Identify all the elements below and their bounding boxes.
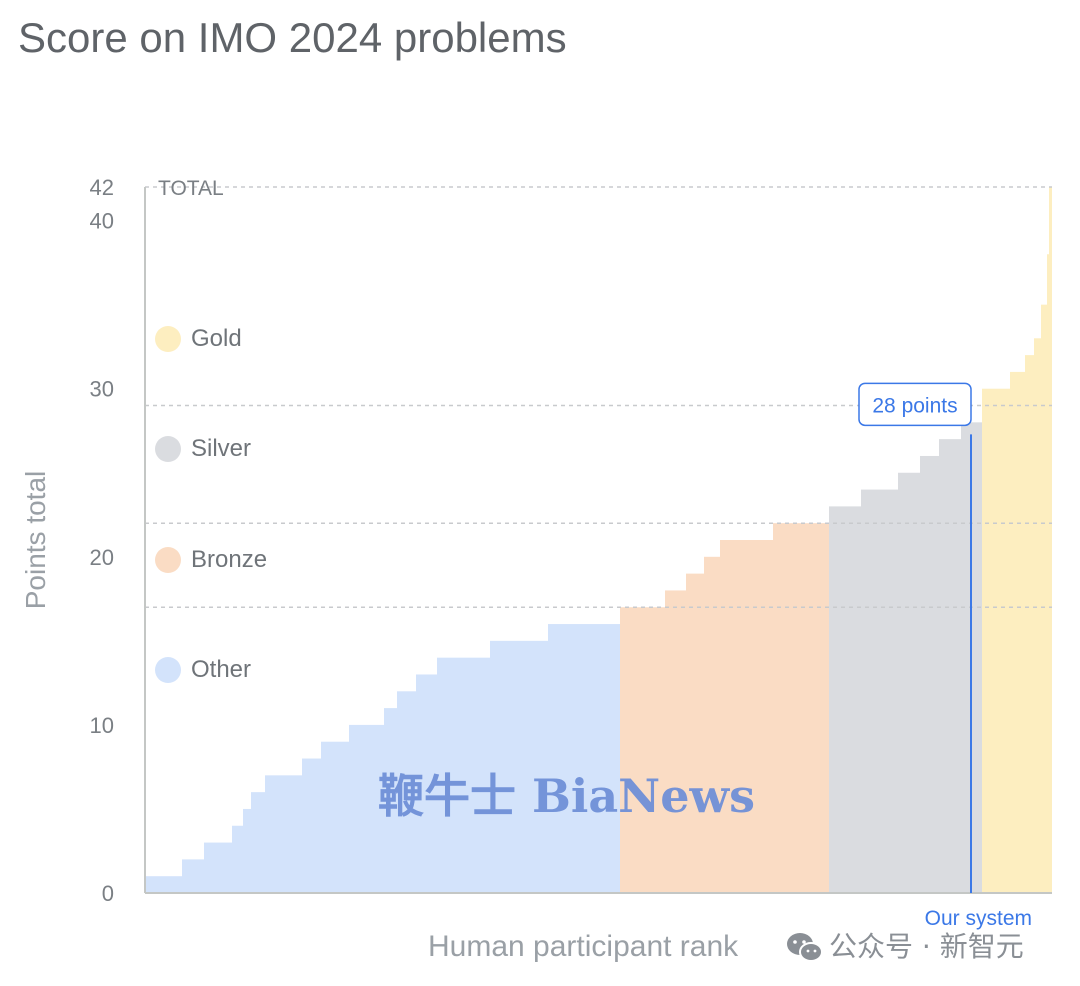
legend-silver-label: Silver <box>191 435 252 462</box>
bar-other-3 <box>232 825 243 893</box>
wechat-icon <box>787 933 823 962</box>
bar-other-1 <box>182 859 204 893</box>
legend-bronze-dot <box>155 547 181 573</box>
annotation-box <box>858 382 972 427</box>
chart-title: Score on IMO 2024 problems <box>18 14 567 61</box>
bar-bronze-21 <box>773 523 829 893</box>
bar-bronze-18 <box>686 573 704 893</box>
bar-gold-31 <box>1034 338 1041 893</box>
legend-bronze-label: Bronze <box>191 546 268 573</box>
bar-silver-22 <box>829 506 861 893</box>
bar-gold-29 <box>1010 371 1025 893</box>
wechat-watermark: 公众号 · 新智元 <box>785 925 1024 965</box>
bar-other-2 <box>204 842 232 893</box>
bar-silver-25 <box>920 455 939 893</box>
y-axis-label: Points total <box>20 470 51 610</box>
legend-item-silver: Silver <box>155 435 251 463</box>
bar-silver-23 <box>861 489 898 893</box>
legend-other-dot <box>155 657 181 683</box>
bar-gold-28 <box>982 388 1010 893</box>
legend-silver-dot <box>155 436 181 462</box>
bar-other-13 <box>437 657 490 893</box>
bar-bronze-17 <box>665 590 686 893</box>
y-tick-label-20: 20 <box>90 545 114 570</box>
legend-gold-dot <box>155 326 181 352</box>
bar-other-15 <box>548 624 620 893</box>
y-tick-label-0: 0 <box>102 881 114 906</box>
bar-gold-32 <box>1041 304 1047 894</box>
bar-other-11 <box>397 691 416 893</box>
total-label: TOTAL <box>158 177 224 200</box>
legend-item-other: Other <box>155 656 251 684</box>
bar-other-0 <box>145 876 182 893</box>
our-system-label: Our system <box>925 907 1032 930</box>
y-tick-label-10: 10 <box>90 713 114 738</box>
legend-item-gold: Gold <box>155 325 242 353</box>
y-tick-label-40: 40 <box>90 209 114 234</box>
legend-item-bronze: Bronze <box>155 546 267 574</box>
bar-bronze-16 <box>620 607 665 893</box>
bar-gold-33 <box>1047 254 1049 893</box>
bar-bronze-19 <box>704 556 720 893</box>
bar-other-10 <box>384 708 397 893</box>
bianews-watermark: 鞭牛士 BiaNews <box>378 769 755 823</box>
y-tick-label-30: 30 <box>90 377 114 402</box>
bar-other-8 <box>321 741 349 893</box>
bar-other-9 <box>349 724 384 893</box>
bar-gold-34 <box>1049 187 1052 893</box>
x-axis-label: Human participant rank <box>428 930 739 963</box>
bar-other-4 <box>243 808 251 893</box>
y-tick-label-42: 42 <box>90 175 114 200</box>
annotation-label: 28 points <box>872 394 957 417</box>
bar-other-6 <box>265 775 302 893</box>
legend-other-label: Other <box>191 656 252 683</box>
bar-silver-24 <box>898 472 920 893</box>
bar-other-14 <box>490 640 548 893</box>
bar-other-5 <box>251 792 265 893</box>
bar-bronze-20 <box>720 540 773 893</box>
bar-silver-26 <box>939 439 961 893</box>
bar-other-12 <box>416 674 437 893</box>
bar-other-7 <box>302 758 321 893</box>
bar-gold-30 <box>1025 355 1034 894</box>
legend-gold-label: Gold <box>191 325 242 352</box>
watermark-text: 公众号 · 新智元 <box>829 930 1024 963</box>
